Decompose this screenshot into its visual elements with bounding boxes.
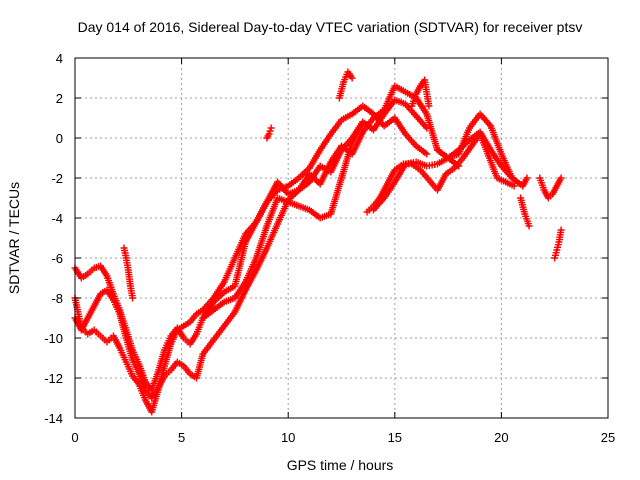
series-track-n [408, 76, 433, 110]
y-tick-label: 4 [56, 51, 63, 66]
data-point [129, 294, 137, 302]
y-tick-label: 2 [56, 91, 63, 106]
y-tick-label: -4 [51, 211, 63, 226]
x-tick-label: 10 [281, 430, 295, 445]
grid [75, 58, 608, 418]
data-point [557, 226, 565, 234]
data-point [359, 118, 367, 126]
y-tick-label: -12 [44, 371, 63, 386]
x-tick-label: 0 [71, 430, 78, 445]
y-tick-label: -2 [51, 171, 63, 186]
x-axis-label: GPS time / hours [287, 457, 394, 473]
x-tick-label: 25 [601, 430, 615, 445]
data-point [348, 74, 356, 82]
series-track-d [199, 118, 367, 322]
data-point [423, 124, 431, 132]
series-track-f [363, 130, 518, 216]
x-tick-label: 15 [388, 430, 402, 445]
series-track-c [71, 96, 431, 402]
data-point [523, 174, 531, 182]
series-track-e [369, 128, 516, 214]
series-track-h [517, 194, 533, 230]
data-point [525, 222, 533, 230]
series-track-j [551, 226, 565, 262]
y-tick-label: -8 [51, 291, 63, 306]
data-point [557, 174, 565, 182]
data-points [71, 68, 565, 416]
y-tick-label: -14 [44, 411, 63, 426]
y-tick-label: 0 [56, 131, 63, 146]
data-point [510, 182, 518, 190]
x-tick-label: 20 [494, 430, 508, 445]
data-point [423, 150, 431, 158]
series-track-g [433, 110, 531, 190]
series-track-k [263, 124, 275, 142]
plot-frame [74, 57, 609, 419]
y-tick-label: -10 [44, 331, 63, 346]
series-track-i [536, 174, 565, 202]
y-axis-label: SDTVAR / TECUs [6, 182, 22, 294]
series-track-a [71, 102, 431, 416]
data-point [267, 124, 275, 132]
series-track-m [335, 68, 356, 102]
x-tick-label: 5 [178, 430, 185, 445]
y-tick-label: -6 [51, 251, 63, 266]
data-point [425, 102, 433, 110]
series-track-l [120, 244, 137, 302]
chart-title: Day 014 of 2016, Sidereal Day-to-day VTE… [78, 19, 583, 35]
